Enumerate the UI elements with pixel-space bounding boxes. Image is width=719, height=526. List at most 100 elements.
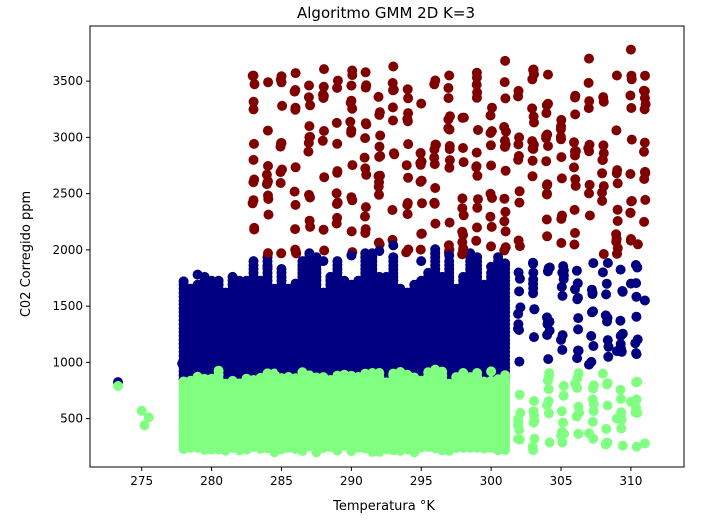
red-cluster-point [500, 206, 511, 217]
blue-cluster-point [529, 332, 539, 343]
red-cluster-point [473, 194, 483, 205]
blue-cluster-point [571, 265, 582, 276]
red-cluster-point [541, 156, 552, 167]
red-cluster-point [416, 175, 427, 186]
red-cluster-point [612, 178, 623, 189]
green-cluster-point [514, 389, 525, 400]
red-cluster-point [263, 248, 273, 259]
red-cluster-point [247, 198, 258, 209]
red-cluster-point [598, 249, 609, 259]
green-cluster-point [374, 368, 385, 378]
green-cluster-point [556, 406, 567, 417]
red-cluster-point [556, 238, 567, 248]
red-cluster-point [388, 85, 398, 96]
red-cluster-point [387, 102, 398, 113]
blue-cluster-point [584, 359, 594, 370]
blue-cluster-point [602, 258, 613, 268]
red-cluster-point [514, 241, 525, 252]
blue-cluster-point [556, 334, 566, 345]
red-cluster-point [541, 108, 552, 119]
green-cluster-point [514, 424, 525, 435]
red-cluster-point [249, 222, 260, 233]
red-cluster-point [403, 93, 414, 104]
red-cluster-point [626, 134, 637, 145]
red-cluster-point [626, 103, 637, 113]
green-cluster-point [573, 428, 584, 439]
blue-cluster-point [248, 256, 259, 267]
red-cluster-point [360, 67, 371, 78]
green-cluster-point [206, 436, 217, 447]
green-cluster-point [416, 409, 427, 420]
red-cluster-point [416, 156, 427, 167]
red-cluster-point [528, 144, 539, 154]
blue-cluster-point [570, 284, 580, 295]
red-cluster-point [486, 126, 497, 137]
red-cluster-point [527, 155, 538, 166]
green-cluster-point [558, 417, 568, 428]
red-cluster-point [360, 202, 371, 213]
red-cluster-point [290, 162, 301, 173]
red-cluster-point [375, 151, 386, 161]
red-cluster-point [263, 190, 273, 201]
red-cluster-point [543, 98, 553, 109]
red-cluster-point [345, 116, 356, 127]
red-cluster-point [499, 135, 510, 146]
green-cluster-point [529, 433, 540, 444]
red-cluster-point [598, 140, 609, 151]
blue-cluster-point [625, 278, 636, 289]
red-cluster-point [401, 247, 412, 258]
green-cluster-point [515, 408, 526, 418]
red-cluster-point [570, 90, 581, 101]
green-cluster-point [136, 405, 147, 416]
red-cluster-point [500, 226, 511, 237]
green-cluster-point [556, 430, 566, 441]
green-cluster-point [587, 416, 598, 427]
red-cluster-point [430, 218, 441, 229]
red-cluster-point [514, 132, 525, 143]
red-cluster-point [248, 154, 259, 165]
red-cluster-point [486, 160, 497, 171]
red-cluster-point [249, 138, 259, 149]
blue-cluster-point [632, 334, 643, 345]
red-cluster-point [569, 137, 579, 148]
red-cluster-point [248, 177, 259, 188]
red-cluster-point [360, 163, 371, 174]
green-cluster-point [543, 384, 554, 395]
red-cluster-point [374, 109, 385, 120]
red-cluster-point [570, 228, 580, 238]
red-cluster-point [317, 135, 328, 146]
green-cluster-point [588, 406, 599, 417]
blue-cluster-point [290, 278, 301, 289]
red-cluster-point [375, 170, 385, 181]
red-cluster-point [556, 213, 567, 224]
green-cluster-point [601, 423, 612, 434]
red-cluster-point [457, 193, 468, 204]
blue-cluster-point [639, 295, 650, 306]
red-cluster-point [541, 180, 552, 191]
red-cluster-point [331, 188, 342, 199]
y-tick-label: 2000 [52, 243, 83, 257]
red-cluster-point [303, 92, 314, 103]
red-cluster-point [248, 96, 259, 107]
red-cluster-point [542, 129, 553, 140]
red-cluster-point [347, 195, 358, 206]
red-cluster-point [290, 244, 301, 255]
green-cluster-point [500, 370, 511, 381]
blue-cluster-point [631, 291, 642, 302]
green-cluster-point [602, 378, 613, 389]
red-cluster-point [277, 100, 288, 111]
red-cluster-point [569, 239, 580, 250]
red-cluster-point [248, 104, 259, 115]
red-cluster-point [290, 104, 301, 115]
red-cluster-point [443, 93, 454, 104]
red-cluster-point [305, 221, 316, 232]
green-cluster-point [346, 370, 357, 381]
blue-cluster-point [528, 278, 539, 289]
y-axis-label: C02 Corregido ppm [19, 191, 34, 317]
red-cluster-point [415, 148, 426, 159]
green-cluster-point [472, 368, 483, 378]
red-cluster-point [514, 186, 525, 197]
blue-cluster-point [556, 281, 567, 292]
blue-cluster-point [500, 258, 511, 269]
green-cluster-point [437, 366, 448, 377]
